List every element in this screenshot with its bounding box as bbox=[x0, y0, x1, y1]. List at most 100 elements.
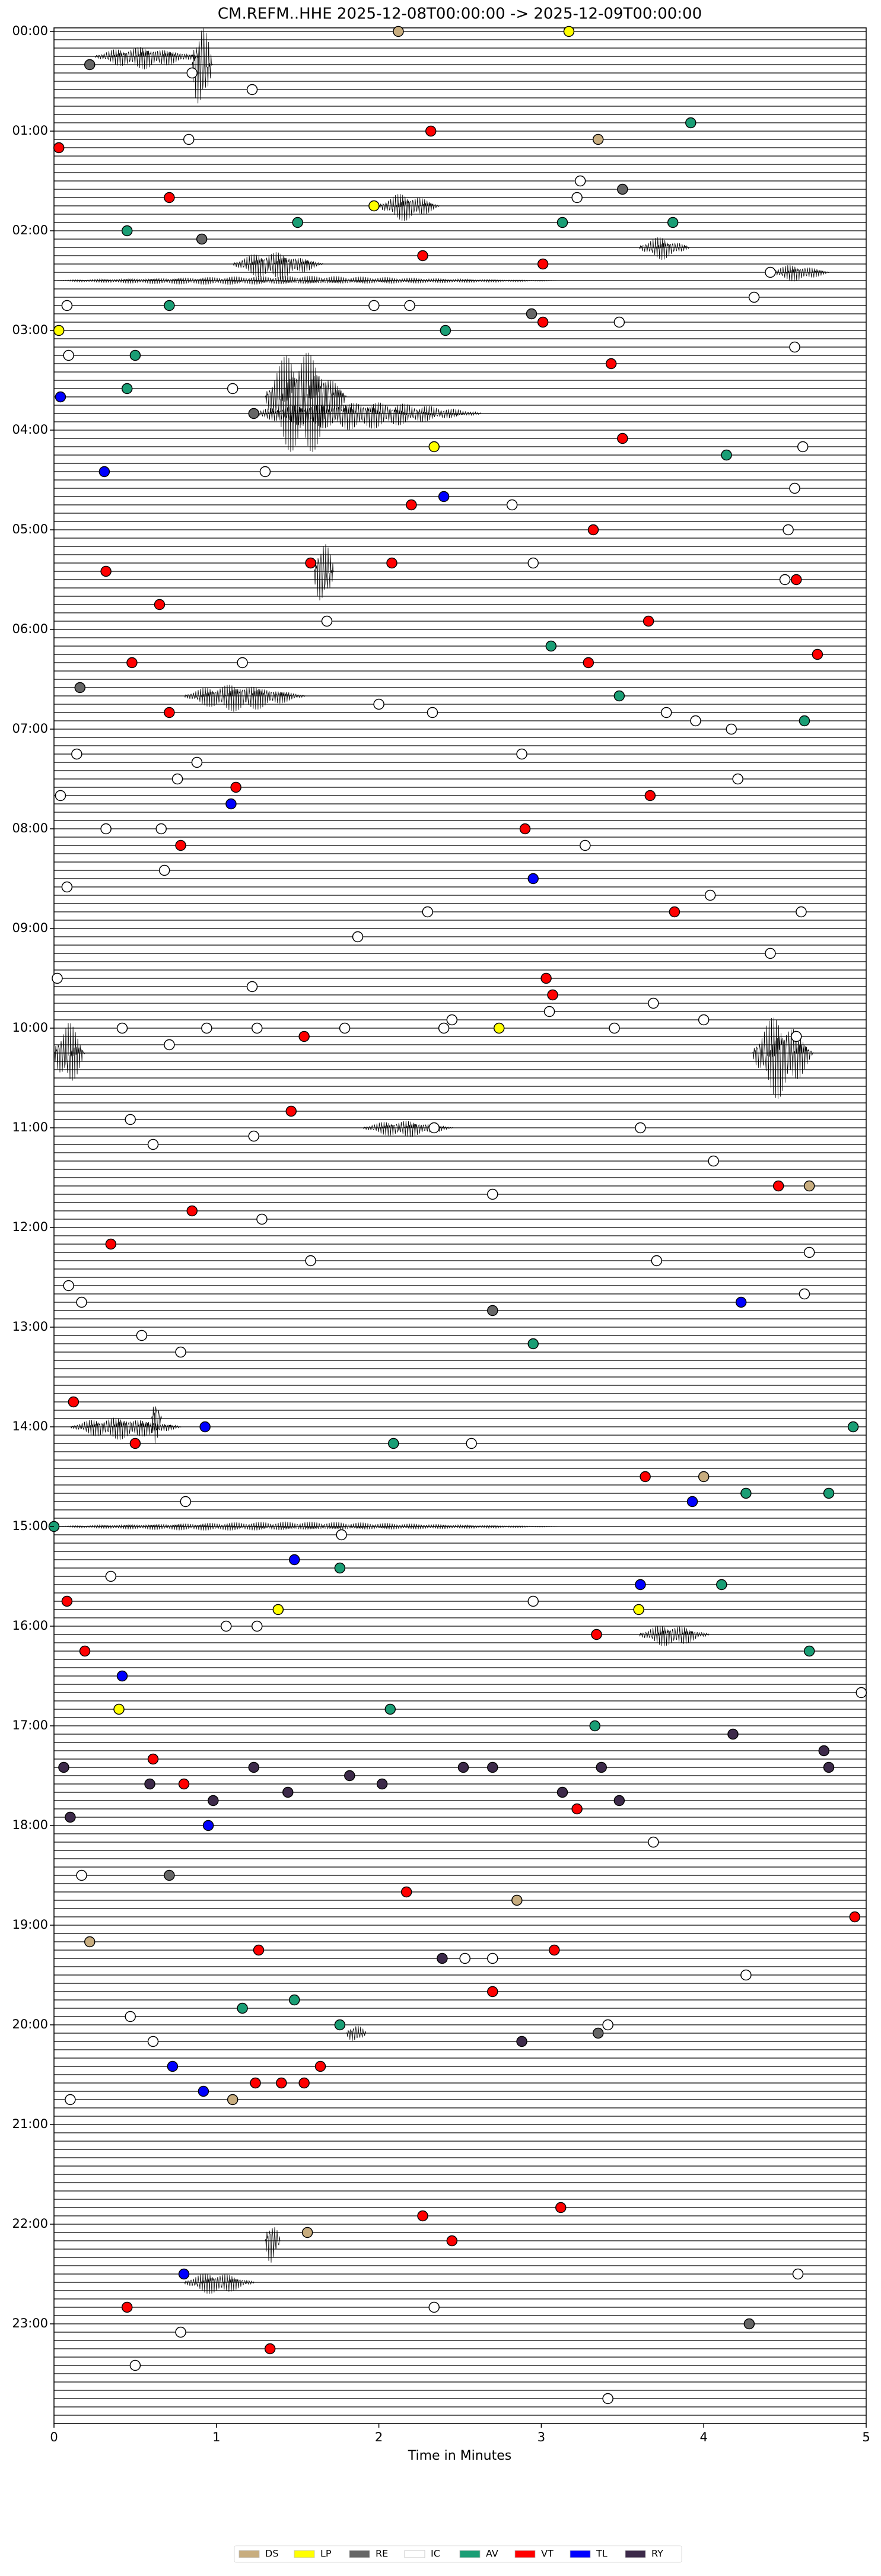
event-marker bbox=[635, 1122, 646, 1134]
event-marker bbox=[487, 1305, 498, 1316]
event-marker bbox=[71, 748, 82, 760]
waveform-burst bbox=[54, 275, 866, 285]
event-marker bbox=[537, 316, 549, 328]
event-marker bbox=[61, 1595, 73, 1607]
event-marker bbox=[685, 117, 696, 129]
event-marker bbox=[708, 1155, 719, 1167]
event-marker bbox=[113, 1703, 125, 1715]
event-marker bbox=[230, 781, 241, 793]
event-marker bbox=[765, 947, 776, 959]
event-marker bbox=[164, 707, 175, 718]
event-marker bbox=[154, 599, 166, 610]
event-marker bbox=[487, 1986, 498, 1998]
event-marker bbox=[282, 1786, 294, 1798]
waveform-burst bbox=[346, 2025, 379, 2041]
event-marker bbox=[791, 574, 802, 586]
event-marker bbox=[321, 615, 333, 627]
event-marker bbox=[506, 499, 518, 511]
y-tick-label: 14:00 bbox=[12, 1419, 48, 1433]
waveform-burst bbox=[151, 1406, 168, 1443]
event-marker bbox=[516, 748, 527, 760]
event-marker bbox=[803, 1180, 815, 1192]
event-marker bbox=[186, 67, 198, 79]
legend-label: VT bbox=[541, 2548, 554, 2559]
y-tick-label: 23:00 bbox=[12, 2316, 48, 2330]
event-marker bbox=[583, 657, 594, 669]
event-marker bbox=[386, 557, 397, 569]
event-marker bbox=[252, 1620, 263, 1632]
event-marker bbox=[466, 1438, 477, 1449]
event-marker bbox=[126, 657, 138, 669]
event-marker bbox=[545, 640, 557, 652]
event-marker bbox=[129, 1438, 141, 1449]
waveform-burst bbox=[249, 402, 623, 430]
marker-series bbox=[58, 1728, 835, 2047]
legend-label: RY bbox=[651, 2548, 663, 2559]
waveform-burst bbox=[192, 28, 225, 104]
event-marker bbox=[563, 26, 575, 37]
event-marker bbox=[116, 1022, 128, 1034]
event-marker bbox=[314, 2060, 326, 2072]
legend-label: TL bbox=[596, 2548, 608, 2559]
event-marker bbox=[613, 690, 625, 702]
event-marker bbox=[225, 798, 237, 810]
event-marker bbox=[167, 2060, 179, 2072]
legend-swatch bbox=[294, 2550, 315, 2558]
event-marker bbox=[527, 873, 539, 885]
event-marker bbox=[272, 1604, 284, 1615]
y-tick-label: 05:00 bbox=[12, 522, 48, 536]
event-marker bbox=[487, 1952, 498, 1964]
event-marker bbox=[253, 1944, 265, 1956]
chart-title: CM.REFM..HHE 2025-12-08T00:00:00 -> 2025… bbox=[218, 5, 702, 23]
event-marker bbox=[660, 707, 672, 718]
event-marker bbox=[406, 499, 417, 511]
event-marker bbox=[459, 1952, 470, 1964]
event-marker bbox=[129, 349, 141, 361]
event-marker bbox=[178, 2268, 190, 2280]
event-marker bbox=[648, 1836, 659, 1848]
event-marker bbox=[53, 142, 65, 154]
waveform-burst bbox=[638, 237, 720, 260]
x-tick-label: 0 bbox=[50, 2430, 58, 2444]
event-marker bbox=[55, 790, 66, 802]
waveform-burst bbox=[768, 265, 866, 282]
legend-swatch bbox=[349, 2550, 370, 2558]
marker-series bbox=[84, 26, 815, 2238]
event-marker bbox=[336, 1529, 347, 1541]
event-marker bbox=[180, 1496, 192, 1508]
waveform-burst bbox=[638, 1626, 753, 1646]
waveform-burst bbox=[379, 194, 476, 221]
event-marker bbox=[446, 2235, 458, 2247]
y-tick-label: 08:00 bbox=[12, 821, 48, 835]
event-marker bbox=[65, 1811, 76, 1823]
event-marker bbox=[617, 183, 628, 195]
event-marker bbox=[847, 1421, 859, 1433]
event-marker bbox=[186, 1205, 198, 1217]
event-marker bbox=[417, 250, 428, 262]
event-marker bbox=[147, 2036, 159, 2047]
event-marker bbox=[783, 524, 794, 536]
event-marker bbox=[76, 1296, 87, 1308]
legend-swatch bbox=[625, 2550, 646, 2558]
event-marker bbox=[178, 1778, 190, 1790]
y-tick-label: 00:00 bbox=[12, 24, 48, 38]
x-tick-label: 2 bbox=[375, 2430, 383, 2444]
event-marker bbox=[487, 1761, 498, 1773]
y-tick-label: 15:00 bbox=[12, 1519, 48, 1533]
event-marker bbox=[61, 300, 73, 311]
event-marker bbox=[400, 1886, 412, 1898]
event-marker bbox=[63, 1280, 74, 1292]
y-tick-label: 11:00 bbox=[12, 1120, 48, 1134]
event-marker bbox=[571, 192, 583, 203]
event-marker bbox=[305, 1255, 316, 1267]
event-marker bbox=[428, 441, 440, 453]
event-marker bbox=[164, 192, 175, 203]
event-marker bbox=[105, 1238, 117, 1250]
event-marker bbox=[457, 1761, 469, 1773]
event-marker bbox=[796, 906, 807, 918]
event-marker bbox=[155, 823, 167, 835]
event-marker bbox=[716, 1579, 727, 1591]
event-marker bbox=[248, 1761, 260, 1773]
event-marker bbox=[704, 889, 716, 901]
event-marker bbox=[256, 1213, 268, 1225]
